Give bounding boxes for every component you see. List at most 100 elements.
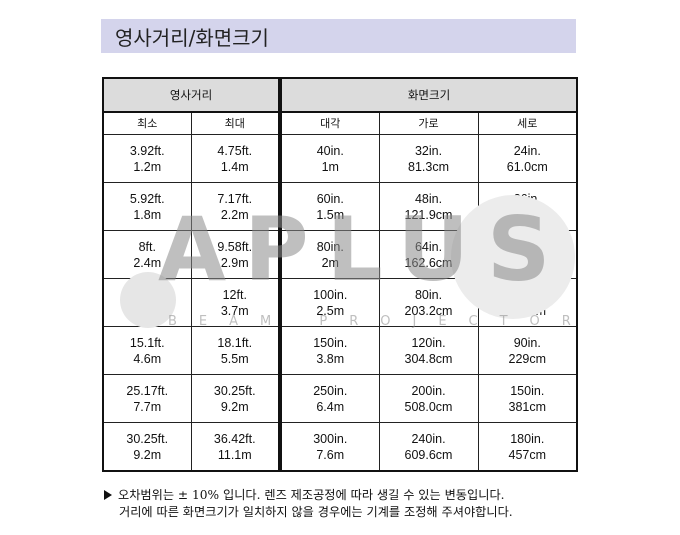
value-imperial: 7.17ft. — [217, 191, 253, 206]
value-metric: 2.2m — [220, 207, 249, 222]
value-metric: 5.5m — [220, 351, 249, 366]
value-imperial: 90in. — [513, 335, 541, 350]
cell-width: 240in. 609.6cm — [378, 422, 479, 472]
value-imperial: 240in. — [411, 431, 446, 446]
value-metric: 122cm — [508, 255, 547, 270]
value-imperial: 80in. — [316, 239, 344, 254]
cell-max: 9.58ft. 2.9m — [190, 230, 281, 279]
notes: 오차범위는 ± 10% 입니다. 렌즈 제조공정에 따라 생길 수 있는 변동입… — [104, 487, 513, 521]
table-row: 5.92ft. 1.8m 7.17ft. 2.2m 60in. 1.5m 48in. 121.… — [102, 182, 578, 231]
value-metric: 162.6cm — [404, 255, 453, 270]
value-imperial: 200in. — [411, 383, 446, 398]
value-imperial: 3.92ft. — [129, 143, 165, 158]
cell-diagonal: 60in. 1.5m — [278, 182, 380, 231]
cell-max: 36.42ft. 11.1m — [190, 422, 281, 472]
value-imperial: 150in. — [313, 335, 348, 350]
cell-height: 180in. 457cm — [477, 422, 578, 472]
value-metric: 2.9m — [220, 255, 249, 270]
value-metric: 229cm — [508, 351, 547, 366]
value-imperial: 120in. — [411, 335, 446, 350]
table-row: 3.92ft. 1.2m 4.75ft. 1.4m 40in. 1m 32in. 81.3cm… — [102, 134, 578, 183]
value-metric: 1.4m — [220, 159, 249, 174]
value-imperial: 48in. — [414, 191, 443, 206]
table-row: 10ft. 3.0m 12ft. 3.7m 100in. 2.5m 80in. 203.2cm… — [102, 278, 578, 327]
value-metric: 2.4m — [133, 255, 162, 270]
value-imperial: 150in. — [510, 383, 545, 398]
value-metric: 2m — [321, 255, 339, 270]
value-metric: 457cm — [508, 447, 547, 462]
cell-width: 120in. 304.8cm — [378, 326, 479, 375]
header-min: 최소 — [102, 111, 192, 135]
value-imperial: 8ft. — [138, 239, 156, 254]
cell-min: 15.1ft. 4.6m — [102, 326, 192, 375]
value-metric: 121.9cm — [404, 207, 453, 222]
value-imperial: 80in. — [414, 287, 443, 302]
cell-height: 60in. 152cm — [477, 278, 578, 327]
cell-width: 200in. 508.0cm — [378, 374, 479, 423]
value-imperial: 300in. — [313, 431, 348, 446]
value-metric: 61.0cm — [506, 159, 548, 174]
header-diagonal: 대각 — [278, 111, 380, 135]
table-row: 30.25ft. 9.2m 36.42ft. 11.1m 300in. 7.6m 240in… — [102, 422, 578, 472]
table-row: 8ft. 2.4m 9.58ft. 2.9m 80in. 2m 64in. 162.6cm 48… — [102, 230, 578, 279]
value-metric: 2.5m — [316, 303, 345, 318]
value-imperial: 180in. — [510, 431, 545, 446]
value-metric: 81.3cm — [408, 159, 450, 174]
triangle-bullet-icon — [104, 490, 112, 500]
value-imperial: 60in. — [513, 287, 541, 302]
value-metric: 1m — [321, 159, 339, 174]
cell-max: 30.25ft. 9.2m — [190, 374, 281, 423]
value-imperial: 64in. — [414, 239, 443, 254]
value-metric: 6.4m — [316, 399, 345, 414]
value-imperial: 48in. — [513, 239, 541, 254]
cell-min: 30.25ft. 9.2m — [102, 422, 192, 472]
table-row: 25.17ft. 7.7m 30.25ft. 9.2m 250in. 6.4m 200in.… — [102, 374, 578, 423]
cell-width: 80in. 203.2cm — [378, 278, 479, 327]
value-imperial: 32in. — [414, 143, 443, 158]
value-imperial: 100in. — [313, 287, 348, 302]
value-imperial: 60in. — [316, 191, 344, 206]
value-metric: 508.0cm — [404, 399, 453, 414]
value-imperial: 12ft. — [222, 287, 247, 302]
value-imperial: 30.25ft. — [126, 431, 169, 446]
value-imperial: 10ft. — [135, 287, 160, 302]
value-imperial: 9.58ft. — [217, 239, 253, 254]
page-title-text: 영사거리/화면크기 — [115, 25, 269, 50]
value-imperial: 36.42ft. — [213, 431, 256, 446]
throw-distance-table: 영사거리 화면크기 최소 최대 대각 가로 세로 3.92ft. 1.2m 4.75… — [102, 77, 579, 472]
cell-width: 48in. 121.9cm — [378, 182, 479, 231]
table-row: 15.1ft. 4.6m 18.1ft. 5.5m 150in. 3.8m 120in. 30… — [102, 326, 578, 375]
value-metric: 609.6cm — [404, 447, 453, 462]
value-metric: 7.6m — [316, 447, 345, 462]
cell-max: 18.1ft. 5.5m — [190, 326, 281, 375]
value-metric: 1.8m — [133, 207, 162, 222]
cell-diagonal: 150in. 3.8m — [278, 326, 380, 375]
value-imperial: 5.92ft. — [129, 191, 165, 206]
cell-min: 5.92ft. 1.8m — [102, 182, 192, 231]
cell-width: 64in. 162.6cm — [378, 230, 479, 279]
value-metric: 3.7m — [220, 303, 249, 318]
cell-min: 3.92ft. 1.2m — [102, 134, 192, 183]
value-metric: 4.6m — [133, 351, 162, 366]
value-metric: 381cm — [508, 399, 547, 414]
cell-height: 24in. 61.0cm — [477, 134, 578, 183]
cell-max: 4.75ft. 1.4m — [190, 134, 281, 183]
value-metric: 3.0m — [133, 303, 162, 318]
cell-max: 7.17ft. 2.2m — [190, 182, 281, 231]
header-max: 최대 — [190, 111, 281, 135]
value-metric: 11.1m — [217, 447, 252, 462]
note-line-2: 거리에 따른 화면크기가 일치하지 않을 경우에는 기계를 조정해 주셔야합니다… — [119, 505, 513, 519]
cell-height: 36in. 91cm — [477, 182, 578, 231]
value-imperial: 15.1ft. — [129, 335, 165, 350]
value-metric: 203.2cm — [404, 303, 453, 318]
value-metric: 91cm — [511, 207, 543, 222]
value-metric: 7.7m — [133, 399, 162, 414]
header-width: 가로 — [378, 111, 479, 135]
cell-min: 10ft. 3.0m — [102, 278, 192, 327]
cell-min: 8ft. 2.4m — [102, 230, 192, 279]
value-metric: 3.8m — [316, 351, 345, 366]
value-metric: 152cm — [508, 303, 547, 318]
value-imperial: 24in. — [513, 143, 541, 158]
cell-height: 150in. 381cm — [477, 374, 578, 423]
value-imperial: 40in. — [316, 143, 344, 158]
